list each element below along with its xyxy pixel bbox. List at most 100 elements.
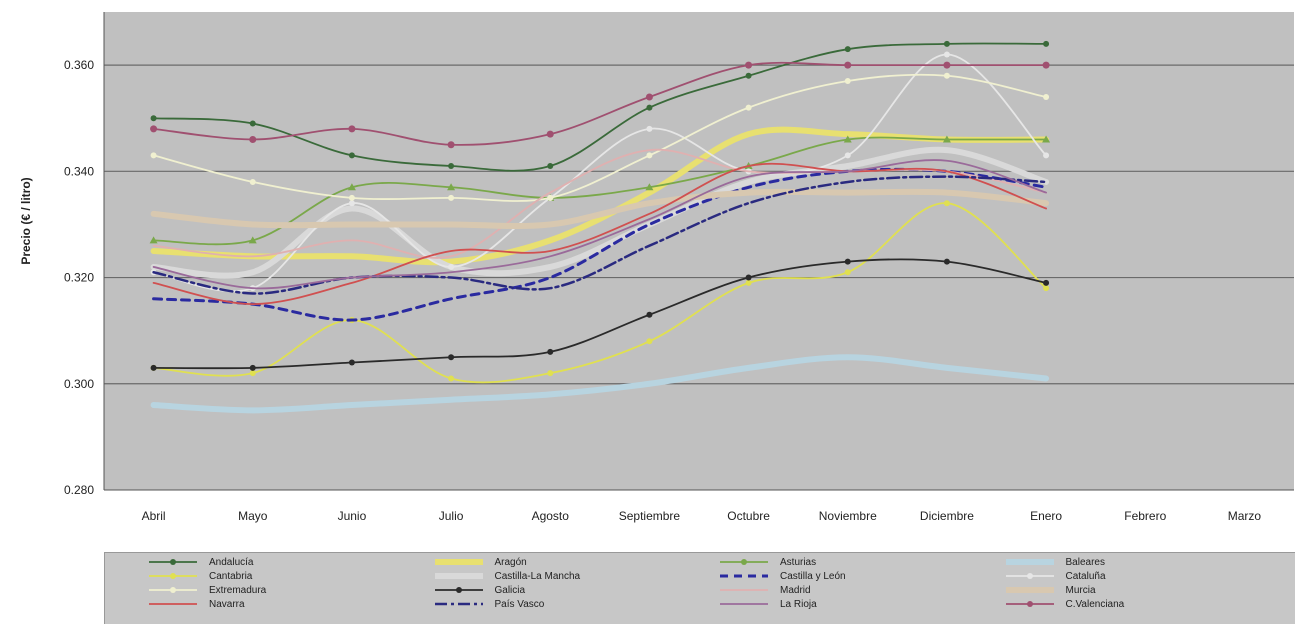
legend-swatch (1005, 559, 1054, 565)
series-line (152, 175, 1048, 295)
x-tick-label: Junio (338, 509, 367, 523)
legend-label: Murcia (1065, 584, 1096, 596)
data-point (1042, 135, 1051, 143)
legend-item: Aragón (431, 555, 717, 569)
legend-swatch (434, 573, 483, 579)
data-point (249, 120, 256, 127)
legend-grid: Andalucía Aragón Asturias Baleares Cantabria… (105, 553, 1295, 611)
legend-item: Murcia (1002, 583, 1288, 597)
data-point (1043, 40, 1050, 47)
data-point (745, 104, 752, 111)
y-tick-label: 0.340 (64, 164, 94, 178)
x-tick-label: Marzo (1228, 509, 1262, 523)
data-point (844, 152, 851, 159)
legend-label: Extremadura (209, 584, 267, 596)
data-point (348, 125, 356, 133)
series-line (152, 61, 1047, 146)
legend-swatch (149, 587, 197, 593)
data-point (646, 152, 653, 159)
data-point (646, 311, 653, 318)
data-point (943, 51, 950, 58)
series-11 (150, 188, 1050, 230)
series-line (152, 136, 1047, 246)
legend-label: C.Valenciana (1065, 598, 1125, 610)
data-point (150, 115, 157, 122)
legend-item: Extremadura (145, 583, 431, 597)
data-point (844, 258, 851, 265)
legend-label: Castilla-La Mancha (494, 570, 581, 582)
data-point (844, 61, 852, 69)
data-point (547, 370, 554, 377)
data-point (1043, 93, 1050, 100)
data-point (150, 125, 158, 133)
legend-item: País Vasco (431, 597, 717, 611)
legend-label: Madrid (780, 584, 811, 596)
series-line (152, 159, 1047, 290)
x-tick-label: Agosto (532, 509, 570, 523)
data-point (942, 135, 951, 143)
data-point (843, 135, 852, 143)
x-tick-label: Octubre (727, 509, 770, 523)
data-point (844, 269, 851, 276)
legend-swatch (720, 574, 768, 578)
legend-item: La Rioja (716, 597, 1002, 611)
series-line (150, 126, 1050, 266)
y-axis-label: Precio (€ / litro) (19, 177, 33, 264)
chart-legend: Andalucía Aragón Asturias Baleares Cantabria… (104, 552, 1295, 624)
chart-area: 0.280 0.300 0.320 0.340 0.360 Abril Mayo Junio… (19, 12, 1294, 523)
y-axis-ticks: 0.280 0.300 0.320 0.340 0.360 (64, 58, 94, 497)
legend-label: Navarra (209, 598, 245, 610)
legend-swatch (1005, 601, 1054, 607)
legend-item: Asturias (716, 555, 1002, 569)
legend-label: Aragón (494, 556, 527, 568)
legend-item: Galicia (431, 583, 717, 597)
data-point (1043, 279, 1050, 286)
series-line (152, 162, 1047, 306)
data-point (447, 141, 455, 149)
x-tick-label: Febrero (1124, 509, 1166, 523)
data-point (150, 364, 157, 371)
series-13 (152, 175, 1048, 295)
data-point (249, 364, 256, 371)
legend-swatch (149, 603, 197, 605)
data-point (943, 200, 950, 207)
x-tick-label: Mayo (238, 509, 268, 523)
legend-label: Cataluña (1065, 570, 1106, 582)
data-point (448, 194, 455, 201)
data-point (347, 183, 356, 191)
data-point (547, 348, 554, 355)
data-point (249, 135, 257, 143)
data-point (348, 152, 355, 159)
data-point (249, 370, 256, 377)
series-line (152, 42, 1047, 172)
x-tick-label: Enero (1030, 509, 1062, 523)
data-point (645, 93, 653, 101)
x-tick-label: Septiembre (619, 509, 681, 523)
legend-swatch (434, 587, 483, 593)
x-tick-label: Diciembre (920, 509, 974, 523)
legend-swatch (1005, 587, 1054, 593)
data-point (150, 152, 157, 159)
series-14 (152, 159, 1047, 290)
data-point (448, 163, 455, 170)
data-point (645, 183, 654, 191)
line-chart: 0.280 0.300 0.320 0.340 0.360 Abril Mayo Junio… (19, 12, 1294, 523)
legend-label: Asturias (780, 556, 817, 568)
data-point (943, 258, 950, 265)
x-tick-label: Abril (142, 509, 166, 523)
y-tick-label: 0.320 (64, 271, 94, 285)
data-point (447, 183, 456, 191)
gridlines (103, 12, 1294, 491)
series-line (152, 202, 1047, 384)
data-point (1043, 285, 1050, 292)
legend-swatch (720, 603, 768, 605)
legend-swatch (434, 602, 483, 606)
legend-swatch (434, 559, 483, 565)
data-point (546, 130, 554, 138)
data-point (448, 354, 455, 361)
legend-swatch (720, 559, 768, 565)
legend-label: Andalucía (209, 556, 254, 568)
series-line (152, 53, 1047, 293)
data-point (547, 194, 554, 201)
legend-swatch (149, 559, 197, 565)
